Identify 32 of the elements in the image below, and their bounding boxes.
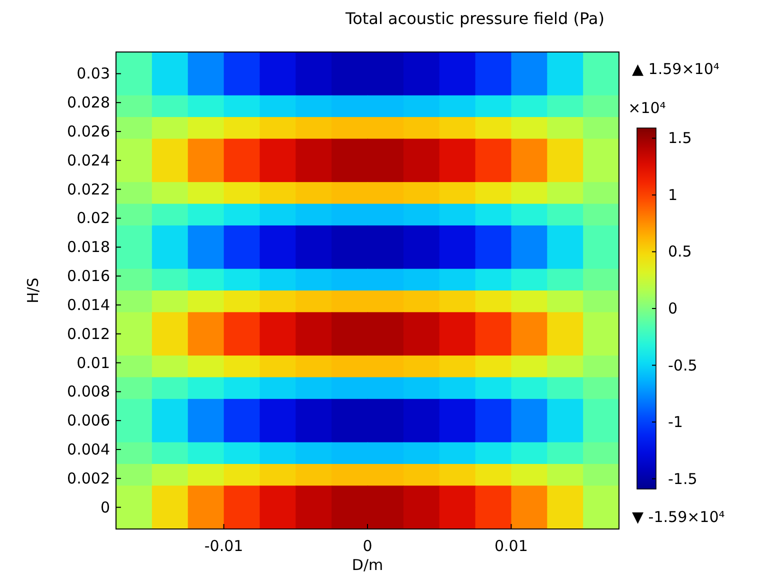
- color-bar-title: ×10⁴: [628, 99, 666, 117]
- y-tick-label: 0.014: [67, 296, 110, 314]
- y-tick-label: 0.01: [76, 354, 110, 372]
- color-bar-label: -0.5: [668, 356, 698, 374]
- y-tick-label: 0.016: [67, 267, 110, 286]
- x-tick-label: -0.01: [204, 537, 244, 555]
- color-bar-label: -1: [668, 413, 683, 432]
- y-tick-label: 0.028: [67, 94, 110, 112]
- text: ▼ -1.59×10⁴: [632, 508, 725, 526]
- color-bar-label: 1.5: [668, 129, 692, 148]
- y-tick-label: 0.012: [67, 324, 110, 343]
- chart-title: Total acoustic pressure field (Pa): [344, 9, 604, 28]
- y-tick-label: 0.022: [67, 180, 110, 198]
- y-tick-label: 0.026: [67, 122, 110, 140]
- color-bar-label: -1.5: [668, 470, 698, 488]
- y-tick-label: 0.02: [76, 209, 110, 228]
- y-tick-label: 0.018: [67, 238, 110, 256]
- y-axis-title: H/S: [24, 278, 42, 304]
- y-tick-label: 0.006: [67, 412, 110, 430]
- color-bar-label: 0: [668, 300, 678, 318]
- y-tick-label: 0: [100, 498, 110, 516]
- y-tick-label: 0.03: [76, 64, 110, 83]
- color-bar-label: 1: [668, 186, 678, 204]
- color-bar-label: 0.5: [668, 242, 692, 261]
- x-tick-label: 0.01: [494, 537, 528, 555]
- x-tick-label: 0: [362, 537, 372, 555]
- y-tick-label: 0.002: [67, 469, 110, 488]
- y-tick-label: 0.024: [67, 151, 110, 170]
- text: ▲ 1.59×10⁴: [632, 60, 720, 78]
- x-axis-title: D/m: [352, 556, 384, 574]
- y-tick-label: 0.008: [67, 382, 110, 401]
- y-tick-label: 0.004: [67, 440, 110, 458]
